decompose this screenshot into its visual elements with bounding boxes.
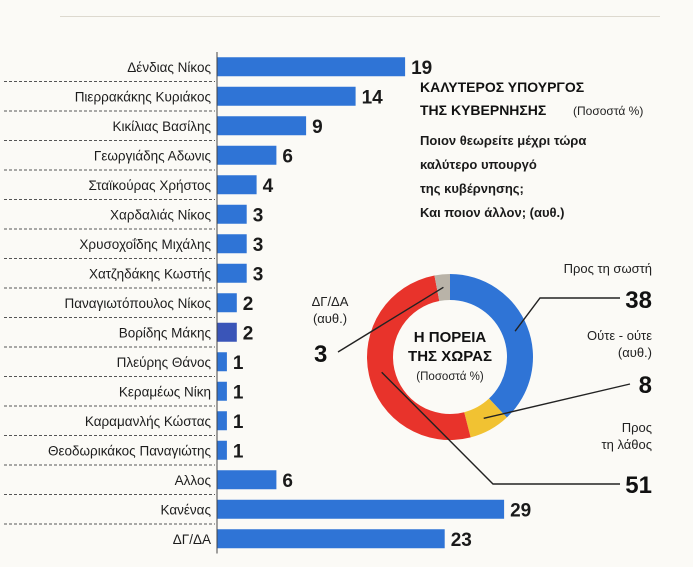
category-label: Γεωργιάδης Αδωνις bbox=[94, 148, 212, 163]
data-label: 3 bbox=[253, 205, 264, 226]
bar-chart-question-line4: Και ποιον άλλον; (αυθ.) bbox=[420, 205, 565, 220]
bar-chart-title-line2: ΤΗΣ ΚΥΒΕΡΝΗΣΗΣ bbox=[420, 102, 546, 118]
data-label: 1 bbox=[233, 382, 244, 403]
slice-label: ΔΓ/ΔΑ bbox=[312, 294, 349, 309]
data-label: 1 bbox=[233, 441, 244, 462]
category-label: Κικίλιας Βασίλης bbox=[113, 119, 212, 134]
category-label: Καραμανλής Κώστας bbox=[85, 414, 212, 429]
category-label: Χαρδαλιάς Νίκος bbox=[110, 207, 211, 222]
data-label: 2 bbox=[243, 294, 254, 315]
bar bbox=[217, 175, 257, 195]
bar-chart-title-block: ΚΑΛΥΤΕΡΟΣ ΥΠΟΥΡΓΟΣ ΤΗΣ ΚΥΒΕΡΝΗΣΗΣ (Ποσοσ… bbox=[420, 79, 643, 220]
data-label: 2 bbox=[243, 323, 254, 344]
bar bbox=[217, 352, 227, 372]
data-label: 14 bbox=[362, 87, 384, 108]
top-divider bbox=[60, 16, 660, 17]
donut-title-line2: ΤΗΣ ΧΩΡΑΣ bbox=[408, 348, 492, 365]
category-label: Θεοδωρικάκος Παναγιώτης bbox=[48, 443, 212, 458]
data-label: 4 bbox=[263, 176, 274, 197]
category-label: Χρυσοχοΐδης Μιχάλης bbox=[79, 237, 211, 252]
bar bbox=[217, 293, 237, 313]
slice-label: Ούτε - ούτε bbox=[587, 328, 652, 343]
data-label: 6 bbox=[282, 471, 293, 492]
bar bbox=[217, 234, 247, 254]
data-label: 1 bbox=[233, 412, 244, 433]
category-label: Βορίδης Μάκης bbox=[119, 325, 212, 340]
bar-chart-question-line3: της κυβέρνησης; bbox=[420, 181, 524, 196]
bar bbox=[217, 57, 406, 77]
category-label: Πλεύρης Θάνος bbox=[117, 355, 212, 370]
category-label: Χατζηδάκης Κωστής bbox=[89, 266, 212, 281]
callout-line bbox=[337, 286, 444, 353]
slice-value: 8 bbox=[639, 372, 652, 399]
data-label: 6 bbox=[282, 146, 293, 167]
slice-value: 38 bbox=[625, 287, 652, 314]
bar bbox=[217, 499, 505, 519]
bar bbox=[217, 411, 227, 431]
category-label: Παναγιωτόπουλος Νίκος bbox=[64, 296, 211, 311]
donut-chart: Η ΠΟΡΕΙΑ ΤΗΣ ΧΩΡΑΣ (Ποσοστά %) Προς τη σωστ… bbox=[312, 261, 653, 499]
bar bbox=[217, 440, 227, 460]
bar-chart-question-line2: καλύτερο υπουργό bbox=[420, 157, 537, 172]
data-label: 3 bbox=[253, 264, 264, 285]
bar bbox=[217, 145, 277, 165]
bar bbox=[217, 529, 445, 549]
slice-label: τη λάθος bbox=[601, 437, 652, 452]
slice-value: 51 bbox=[625, 472, 652, 499]
category-label: Σταϊκούρας Χρήστος bbox=[88, 178, 211, 193]
bar bbox=[217, 322, 237, 342]
category-label: Δένδιας Νίκος bbox=[127, 60, 211, 75]
bar-chart-question-line1: Ποιον θεωρείτε μέχρι τώρα bbox=[420, 133, 586, 148]
slice-label: Προς τη σωστή bbox=[564, 261, 652, 276]
donut-slice bbox=[367, 275, 471, 440]
category-label: ΔΓ/ΔΑ bbox=[173, 532, 211, 547]
callout-line bbox=[381, 371, 620, 485]
data-label: 23 bbox=[451, 530, 472, 551]
slice-value: 3 bbox=[314, 341, 327, 368]
category-label: Πιερρακάκης Κυριάκος bbox=[75, 89, 212, 104]
data-label: 29 bbox=[510, 500, 531, 521]
data-label: 1 bbox=[233, 353, 244, 374]
data-label: 9 bbox=[312, 117, 323, 138]
bar bbox=[217, 263, 247, 283]
callout-line bbox=[483, 383, 631, 420]
bar bbox=[217, 470, 277, 490]
data-label: 3 bbox=[253, 235, 264, 256]
bar bbox=[217, 116, 307, 136]
category-label: Κανένας bbox=[161, 502, 212, 517]
slice-label: (αυθ.) bbox=[618, 345, 652, 360]
bar bbox=[217, 204, 247, 224]
donut-title-line1: Η ΠΟΡΕΙΑ bbox=[414, 329, 487, 346]
donut-subtitle: (Ποσοστά %) bbox=[416, 371, 484, 383]
category-label: Αλλος bbox=[175, 473, 212, 488]
slice-label: (αυθ.) bbox=[313, 311, 347, 326]
bar-chart-subtitle: (Ποσοστά %) bbox=[573, 104, 643, 118]
category-label: Κεραμέως Νίκη bbox=[119, 384, 211, 399]
bar bbox=[217, 86, 356, 106]
data-label: 19 bbox=[411, 58, 432, 79]
slice-label: Προς bbox=[622, 420, 652, 435]
donut-slice bbox=[450, 274, 533, 418]
bar-chart-title-line1: ΚΑΛΥΤΕΡΟΣ ΥΠΟΥΡΓΟΣ bbox=[420, 79, 584, 95]
bar bbox=[217, 381, 227, 401]
callout-line bbox=[514, 297, 620, 332]
